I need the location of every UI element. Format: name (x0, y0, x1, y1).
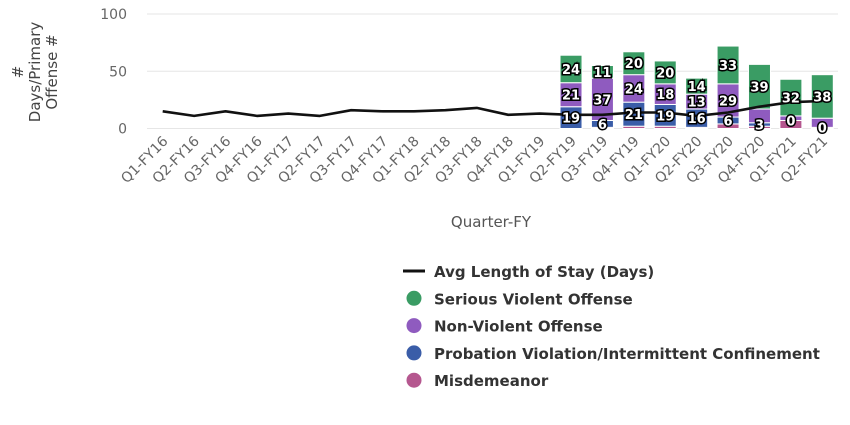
data-label: 3 (755, 118, 764, 133)
legend-label: Avg Length of Stay (Days) (434, 263, 654, 281)
bar-segment (622, 51, 646, 76)
y-axis-title-line: Days/Primary (26, 22, 44, 123)
legend-item[interactable]: Serious Violent Offense (406, 290, 633, 308)
data-label: 20 (656, 66, 674, 81)
line-series (162, 99, 823, 118)
bar-segment (716, 45, 740, 85)
data-label: 37 (593, 93, 611, 108)
y-axis-title-line: Offense # (43, 34, 61, 109)
legend-item[interactable]: Avg Length of Stay (Days) (403, 263, 654, 281)
data-label: 24 (562, 63, 580, 78)
data-label: 33 (719, 59, 737, 74)
data-label: 0 (786, 114, 795, 129)
bar-segment (779, 78, 803, 117)
avg-length-of-stay-line (162, 99, 823, 118)
y-axis: 0 50 100 (100, 7, 127, 138)
data-label: 19 (656, 109, 674, 124)
data-label: 21 (562, 89, 580, 104)
bar-segment (685, 77, 709, 95)
y-tick-label: 100 (100, 7, 127, 23)
data-label: 32 (782, 92, 800, 107)
legend-item[interactable]: Non-Violent Offense (406, 318, 603, 336)
x-axis-title: Quarter-FY (451, 213, 532, 231)
bar-segment (590, 65, 614, 79)
legend-item[interactable]: Misdemeanor (406, 372, 549, 390)
legend-dot-icon (406, 318, 422, 334)
legend-dot-icon (406, 290, 422, 306)
bar-segment (653, 60, 677, 85)
data-label: 38 (813, 90, 831, 105)
data-label: 29 (719, 94, 737, 109)
data-labels: 1921246371121242019182016131462933339032… (560, 56, 832, 138)
legend-dot-icon (406, 345, 422, 361)
data-label: 18 (656, 88, 674, 103)
legend-label: Serious Violent Offense (434, 290, 633, 308)
data-label: 39 (750, 81, 768, 96)
legend[interactable]: Avg Length of Stay (Days) Serious Violent… (403, 263, 820, 390)
data-label: 14 (688, 80, 706, 95)
bar-segment (810, 74, 834, 119)
data-label: 11 (593, 66, 611, 81)
legend-dot-icon (406, 372, 422, 388)
y-axis-title-line: # (9, 66, 27, 79)
legend-item[interactable]: Probation Violation/Intermittent Confine… (406, 345, 820, 363)
data-label: 16 (688, 112, 706, 127)
data-label: 13 (688, 96, 706, 111)
y-axis-title: # Days/Primary Offense # (9, 22, 61, 123)
y-tick-label: 50 (109, 64, 127, 80)
y-tick-label: 0 (118, 122, 127, 138)
data-label: 20 (625, 57, 643, 72)
data-label: 24 (625, 82, 643, 97)
legend-label: Probation Violation/Intermittent Confine… (434, 345, 820, 363)
bars (559, 45, 834, 130)
bar-segment (747, 63, 771, 110)
bar-segment (559, 54, 583, 84)
x-axis: Q1-FY16Q2-FY16Q3-FY16Q4-FY16Q1-FY17Q2-FY… (118, 133, 831, 186)
legend-label: Misdemeanor (434, 372, 549, 390)
data-label: 19 (562, 112, 580, 127)
data-label: 6 (724, 114, 733, 129)
y-axis-title-group: # Days/Primary Offense # (9, 22, 61, 123)
data-label: 0 (818, 121, 827, 136)
data-label: 6 (598, 118, 607, 133)
data-label: 21 (625, 108, 643, 123)
legend-label: Non-Violent Offense (434, 318, 603, 336)
